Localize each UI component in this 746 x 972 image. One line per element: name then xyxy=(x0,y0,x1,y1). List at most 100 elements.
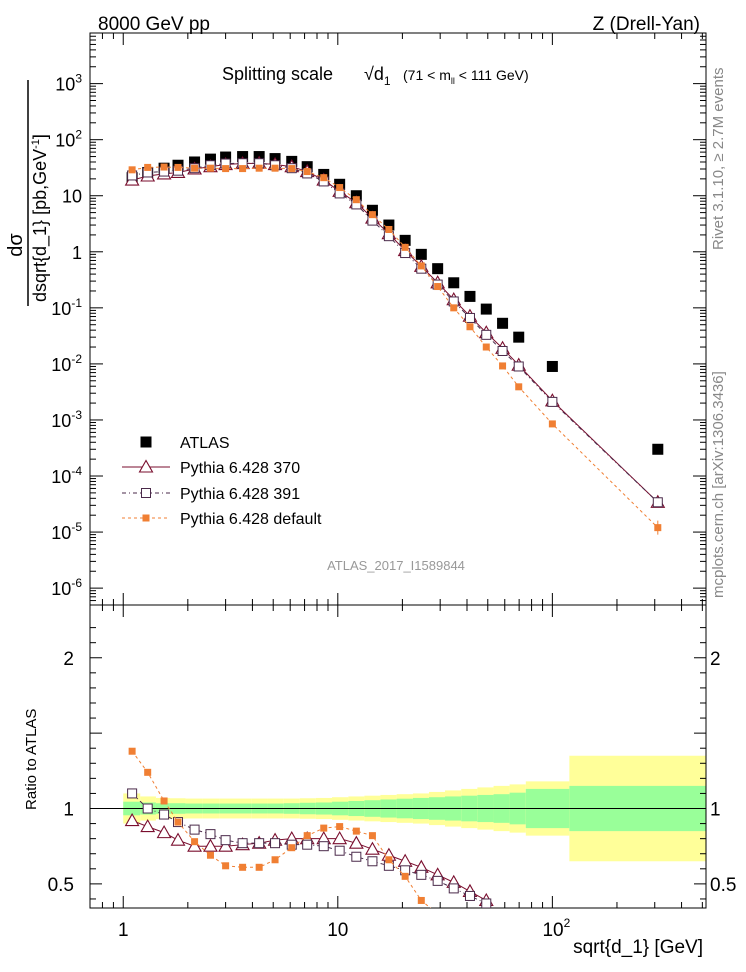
ratio-point xyxy=(270,838,281,849)
ratio-point xyxy=(367,856,378,867)
x-axis-label: sqrt{d_1} [GeV] xyxy=(573,937,703,958)
ratio-plot-frame xyxy=(89,604,707,909)
data-point xyxy=(480,303,492,315)
ratio-series-sq xyxy=(127,788,492,908)
title-symbol: √d1 xyxy=(364,64,391,88)
data-point xyxy=(515,383,523,391)
data-point xyxy=(191,164,199,172)
data-point xyxy=(415,248,427,260)
y-label-numerator: dσ xyxy=(5,233,27,257)
side-label-mcplots: mcplots.cern.ch [arXiv:1306.3436] xyxy=(710,371,727,598)
legend-entry: ATLAS xyxy=(140,435,230,452)
series-tri xyxy=(124,155,666,508)
ratio-point xyxy=(416,869,427,880)
ratio-point xyxy=(239,863,247,871)
y-tick-label: 102 xyxy=(55,128,82,151)
watermark: ATLAS_2017_I1589844 xyxy=(327,558,465,573)
ratio-point xyxy=(160,797,168,805)
data-point xyxy=(336,184,344,192)
data-point xyxy=(434,283,442,291)
data-point xyxy=(303,168,311,176)
ratio-point xyxy=(187,838,203,852)
ratio-series-dot xyxy=(128,747,490,945)
title-range: (71 < mll < 111 GeV) xyxy=(403,67,529,86)
legend-marker xyxy=(140,436,152,448)
y-tick-label: 1 xyxy=(72,243,82,263)
data-point xyxy=(417,262,425,270)
ratio-point xyxy=(401,872,409,880)
data-point xyxy=(497,317,509,329)
data-point xyxy=(499,362,507,370)
ratio-point xyxy=(417,896,425,904)
ratio-point xyxy=(124,812,140,827)
ratio-point xyxy=(206,851,214,859)
ratio-point xyxy=(397,853,413,867)
y-tick-label: 10-2 xyxy=(51,352,82,375)
ratio-point xyxy=(191,838,199,846)
data-point xyxy=(513,331,525,343)
data-point xyxy=(546,360,558,372)
ratio-point xyxy=(483,938,490,945)
data-point xyxy=(144,163,152,171)
ratio-point xyxy=(332,831,348,845)
ratio-point xyxy=(385,856,393,864)
ratio-point xyxy=(222,862,230,870)
title-text: Splitting scale xyxy=(222,64,333,84)
ratio-point xyxy=(127,788,138,799)
data-point xyxy=(399,234,411,246)
header-left: 8000 GeV pp xyxy=(98,14,210,35)
ratio-y-tick-label-left: 2 xyxy=(63,649,74,670)
data-point xyxy=(652,497,663,508)
data-point xyxy=(513,361,524,372)
data-point xyxy=(368,211,376,219)
data-point xyxy=(464,290,476,302)
data-point xyxy=(383,219,395,231)
data-point xyxy=(255,164,263,172)
data-point xyxy=(481,329,492,340)
data-series xyxy=(124,151,666,945)
legend-entry: Pythia 6.428 default xyxy=(122,511,322,528)
y-tick-label: 10-6 xyxy=(51,576,82,599)
ratio-point xyxy=(218,838,234,852)
series-sq xyxy=(127,158,663,508)
ratio-point xyxy=(220,835,231,846)
axis-ticks xyxy=(89,32,706,908)
data-point xyxy=(288,165,296,173)
data-point xyxy=(383,231,394,242)
legend: ATLAS Pythia 6.428 370 Pythia 6.428 391 Pyt… xyxy=(122,435,322,528)
y-axis-label: dσ dsqrt{d_1} [pb,GeV-1] xyxy=(5,80,51,306)
ratio-point xyxy=(288,844,296,852)
ratio-point xyxy=(481,898,492,908)
ratio-y-label: Ratio to ATLAS xyxy=(23,709,40,810)
y-tick-label: 103 xyxy=(55,72,82,95)
y-tick-label: 10-4 xyxy=(51,464,82,487)
ratio-point xyxy=(189,824,200,835)
ratio-point xyxy=(140,818,156,833)
ratio-point xyxy=(271,856,279,864)
legend-label: Pythia 6.428 default xyxy=(180,511,322,528)
ratio-point xyxy=(237,838,248,849)
data-point xyxy=(352,196,360,204)
ratio-point xyxy=(464,890,475,901)
x-tick-label: 102 xyxy=(542,916,570,941)
data-point xyxy=(206,164,214,172)
side-label-rivet: Rivet 3.1.10, ≥ 2.7M events xyxy=(710,68,727,251)
data-point xyxy=(271,164,279,172)
plot-title: Splitting scale √d1 (71 < mll < 111 GeV) xyxy=(222,64,529,88)
ratio-point xyxy=(302,839,313,850)
header-right: Z (Drell-Yan) xyxy=(593,14,700,35)
ratio-point xyxy=(159,809,170,820)
data-point xyxy=(239,165,247,173)
data-point xyxy=(432,263,444,275)
x-tick-label: 10 xyxy=(327,920,348,941)
ratio-point xyxy=(348,835,364,849)
ratio-point xyxy=(352,827,360,835)
ratio-point xyxy=(368,832,376,840)
legend-entry: Pythia 6.428 370 xyxy=(122,459,300,477)
y-tick-label: 10 xyxy=(62,187,82,207)
series-data xyxy=(126,151,664,455)
ratio-point xyxy=(303,832,311,840)
data-point xyxy=(548,420,556,428)
ratio-point xyxy=(174,818,182,826)
data-point xyxy=(385,225,393,233)
